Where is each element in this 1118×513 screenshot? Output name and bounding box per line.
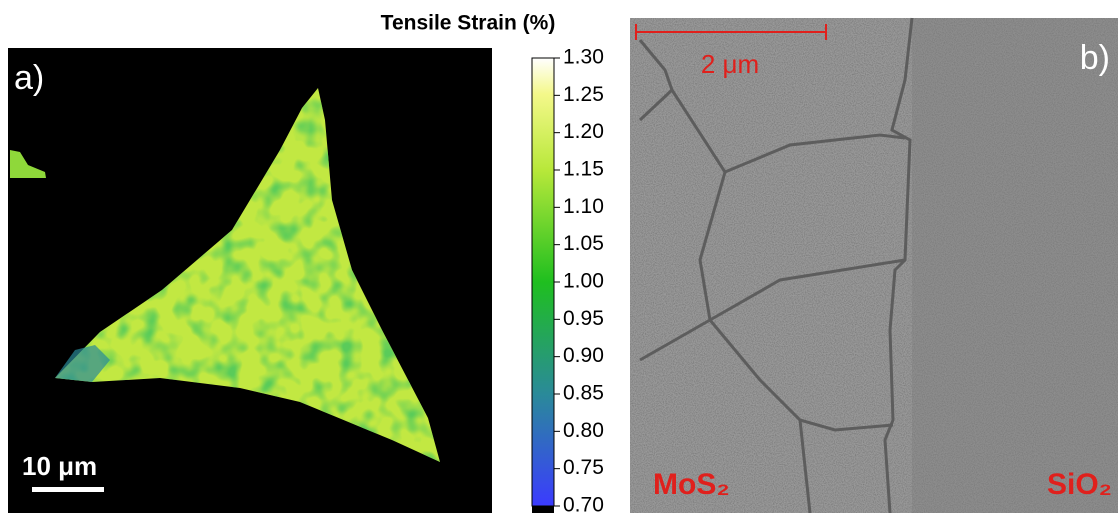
scale-bar xyxy=(32,487,104,492)
tick-label: 1.25 xyxy=(563,83,604,106)
material-label: MoS₂ xyxy=(653,468,730,501)
panel-label: a) xyxy=(14,59,44,97)
scale-bar-label: 2 μm xyxy=(701,49,759,79)
tick-label: 1.10 xyxy=(563,195,604,218)
tick-label: 0.80 xyxy=(563,419,604,442)
tick-label: 0.85 xyxy=(563,382,604,405)
tick-label: 1.15 xyxy=(563,158,604,181)
colorbar-ticks: 1.30 1.25 1.20 1.15 1.10 1.05 1.00 0.95 0.90 0.85… xyxy=(554,46,604,513)
tick-label: 1.30 xyxy=(563,46,604,69)
tick-label: 1.05 xyxy=(563,232,604,255)
tick-label: 0.70 xyxy=(563,494,604,513)
tick-label: 0.90 xyxy=(563,344,604,367)
tick-label: 1.00 xyxy=(563,270,604,293)
panel-label: b) xyxy=(1080,39,1110,77)
tick-label: 0.95 xyxy=(563,307,604,330)
strain-fragment xyxy=(10,150,46,178)
grain-boundaries xyxy=(638,17,914,513)
tick-label: 1.20 xyxy=(563,120,604,143)
scale-bar-label: 10 μm xyxy=(22,451,97,481)
material-label: SiO₂ xyxy=(1047,468,1112,501)
colorbar-underflow xyxy=(532,506,554,513)
colorbar xyxy=(531,57,555,507)
tick-label: 0.75 xyxy=(563,456,604,479)
strain-edge xyxy=(55,345,110,382)
colorbar-title: Tensile Strain (%) xyxy=(381,12,556,35)
